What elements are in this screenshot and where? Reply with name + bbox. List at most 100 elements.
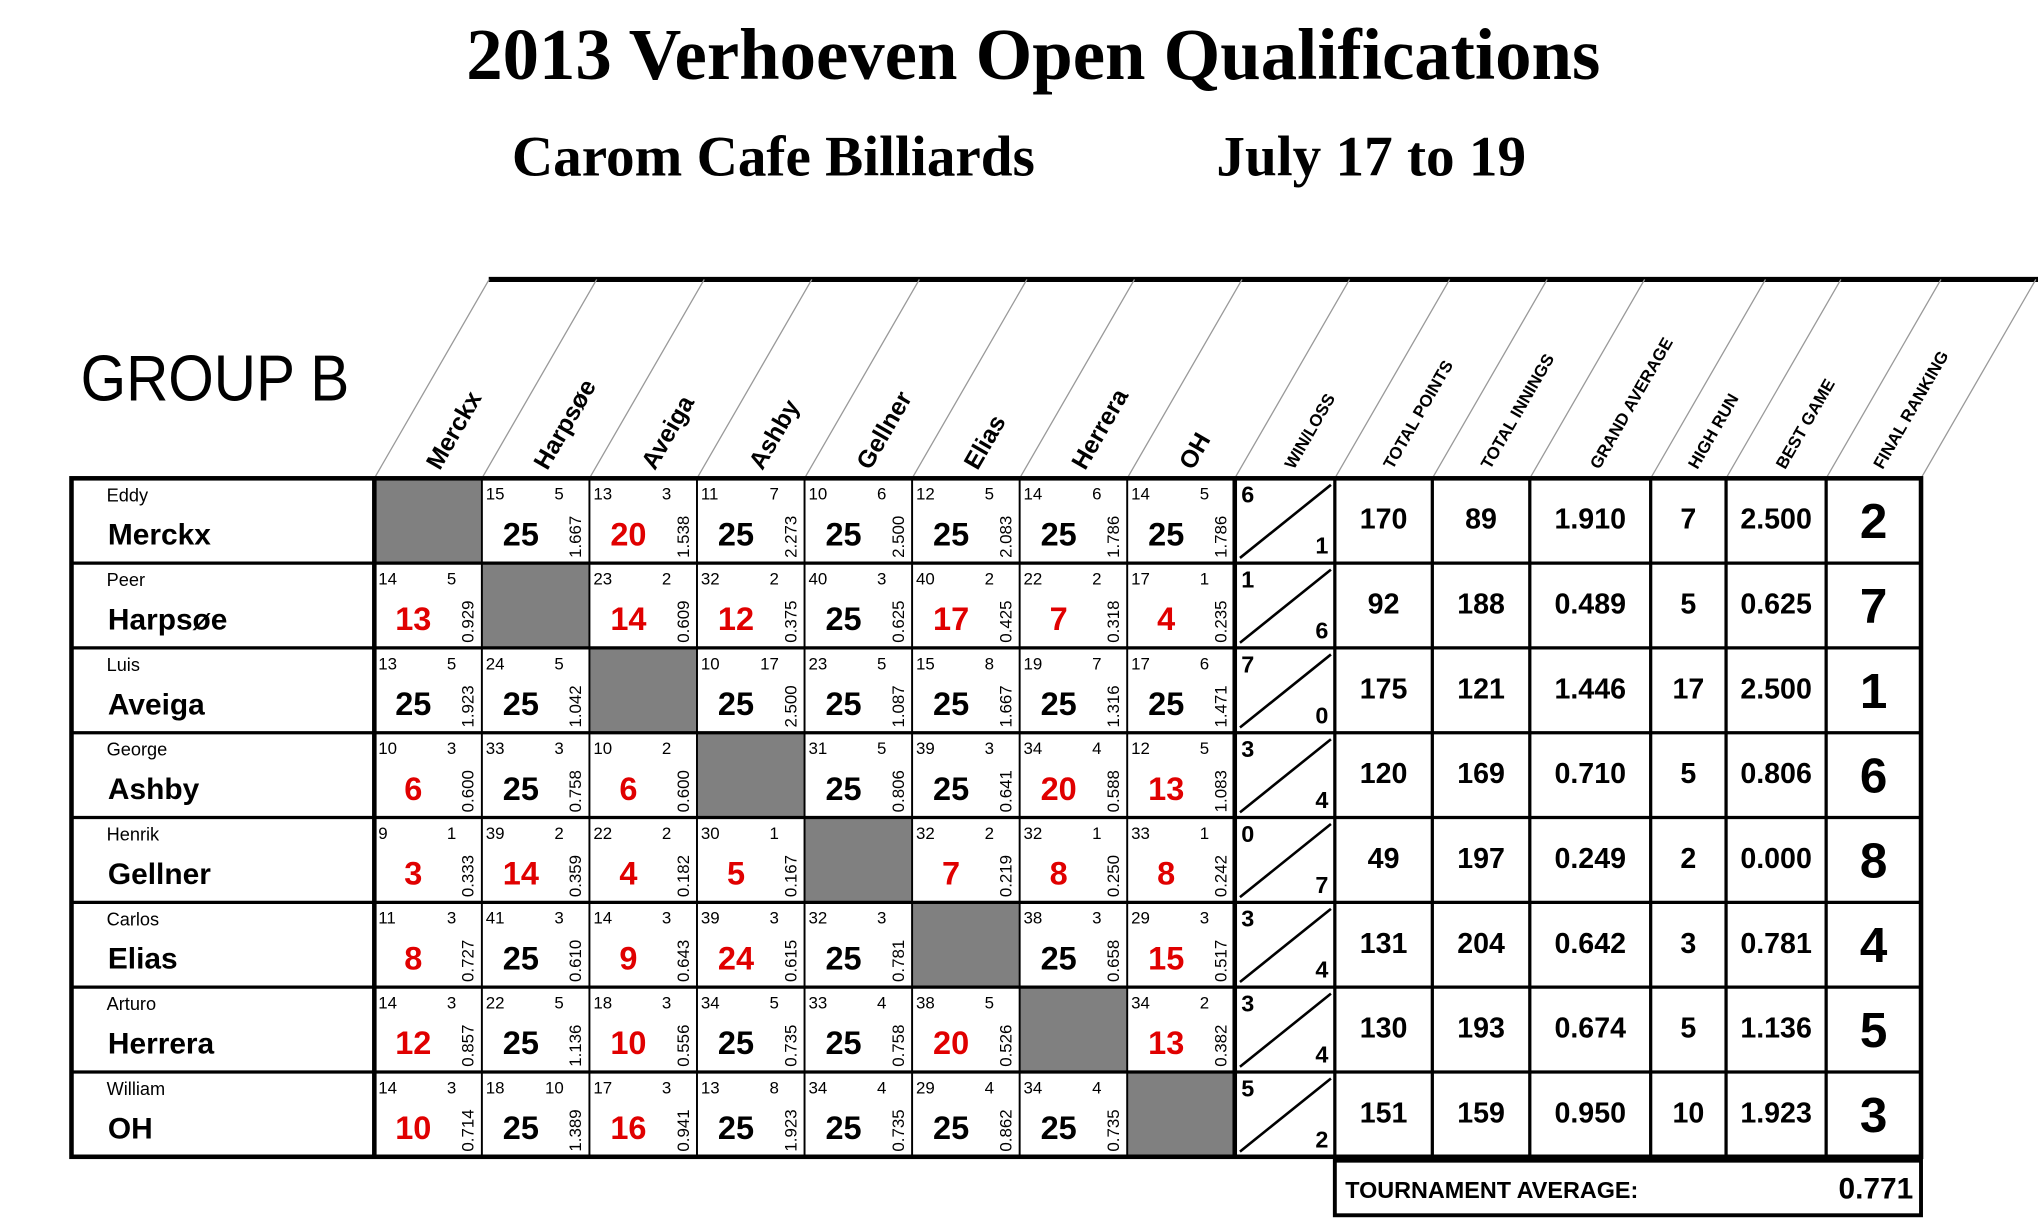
game-average: 0.600 <box>459 770 478 812</box>
tournament-average-label: TOURNAMENT AVERAGE: <box>1345 1177 1638 1203</box>
high-run: 3 <box>662 994 671 1013</box>
player-column-header: OH <box>1174 429 1216 475</box>
game-average: 0.425 <box>996 600 1015 642</box>
innings: 23 <box>808 654 827 673</box>
score: 4 <box>619 856 637 892</box>
game-average: 1.316 <box>1104 685 1123 727</box>
self-cell <box>804 817 913 903</box>
total-points: 120 <box>1360 758 1408 790</box>
final-ranking: 2 <box>1860 494 1887 549</box>
losses: 4 <box>1315 787 1328 813</box>
innings: 17 <box>593 1078 612 1097</box>
score: 25 <box>503 1025 539 1061</box>
losses: 1 <box>1315 533 1328 559</box>
high-run: 3 <box>877 909 886 928</box>
high-run: 3 <box>447 739 456 758</box>
innings: 11 <box>378 909 396 928</box>
innings: 32 <box>916 824 935 843</box>
high-run: 8 <box>769 1078 778 1097</box>
game-average: 0.727 <box>459 940 478 982</box>
game-average: 0.167 <box>781 855 800 897</box>
score: 7 <box>942 856 960 892</box>
innings: 22 <box>593 824 612 843</box>
score: 8 <box>1050 856 1068 892</box>
innings: 14 <box>378 994 397 1013</box>
header-guide <box>1126 279 1243 479</box>
total-innings: 204 <box>1457 928 1505 960</box>
high-run: 17 <box>760 654 779 673</box>
win-loss-divider <box>1239 907 1332 983</box>
wins: 3 <box>1241 906 1254 932</box>
losses: 2 <box>1315 1126 1328 1152</box>
game-average: 0.929 <box>459 600 478 642</box>
high-run: 3 <box>447 909 456 928</box>
tournament-average-value: 0.771 <box>1838 1172 1913 1205</box>
high-run: 3 <box>1680 928 1696 960</box>
score: 20 <box>1041 771 1077 807</box>
high-run: 2 <box>662 569 671 588</box>
score: 10 <box>610 1025 646 1061</box>
innings: 18 <box>486 1078 505 1097</box>
score: 25 <box>1148 686 1184 722</box>
score: 24 <box>718 940 754 976</box>
self-cell <box>1019 987 1128 1072</box>
score: 25 <box>1041 516 1077 552</box>
high-run: 2 <box>554 824 563 843</box>
score: 10 <box>395 1110 431 1146</box>
grand-average: 0.489 <box>1554 589 1626 621</box>
game-average: 0.517 <box>1212 940 1231 982</box>
game-average: 0.735 <box>1104 1109 1123 1151</box>
high-run: 10 <box>545 1078 564 1097</box>
high-run: 4 <box>985 1078 994 1097</box>
total-points: 131 <box>1360 928 1408 960</box>
header-guide <box>1825 279 1942 479</box>
high-run: 3 <box>554 739 563 758</box>
game-average: 0.806 <box>889 770 908 812</box>
score: 9 <box>619 940 637 976</box>
header-guide <box>481 279 598 479</box>
score: 25 <box>395 686 431 722</box>
game-average: 1.087 <box>889 685 908 727</box>
final-ranking: 3 <box>1860 1088 1887 1143</box>
win-loss-divider <box>1239 483 1332 559</box>
innings: 11 <box>701 485 719 504</box>
innings: 29 <box>1131 909 1150 928</box>
final-ranking: 8 <box>1860 833 1887 888</box>
high-run: 6 <box>1092 485 1101 504</box>
high-run: 4 <box>1092 1078 1101 1097</box>
header-guide <box>588 279 705 479</box>
game-average: 0.526 <box>996 1025 1015 1067</box>
last-name: Aveiga <box>108 688 205 721</box>
best-game: 0.000 <box>1740 843 1812 875</box>
score: 8 <box>404 940 422 976</box>
player-column-header: Gellner <box>852 387 918 475</box>
score: 13 <box>395 601 431 637</box>
total-points: 170 <box>1360 504 1408 536</box>
best-game: 2.500 <box>1740 673 1812 705</box>
high-run: 5 <box>447 654 456 673</box>
score: 17 <box>933 601 969 637</box>
game-average: 0.219 <box>996 855 1015 897</box>
score: 25 <box>503 686 539 722</box>
high-run: 10 <box>1672 1097 1704 1129</box>
game-average: 0.609 <box>674 600 693 642</box>
high-run: 5 <box>554 654 563 673</box>
score: 15 <box>1148 940 1184 976</box>
score: 16 <box>610 1110 646 1146</box>
high-run: 17 <box>1672 673 1704 705</box>
final-ranking: 4 <box>1860 918 1888 973</box>
losses: 6 <box>1315 618 1328 644</box>
header-guide <box>1529 279 1646 479</box>
game-average: 0.735 <box>889 1109 908 1151</box>
innings: 22 <box>486 994 505 1013</box>
score: 25 <box>825 516 861 552</box>
innings: 34 <box>808 1078 827 1097</box>
innings: 33 <box>1131 824 1150 843</box>
total-points: 130 <box>1360 1013 1408 1045</box>
score: 13 <box>1148 1025 1184 1061</box>
game-average: 0.359 <box>566 855 585 897</box>
total-points: 175 <box>1360 673 1408 705</box>
header-guide <box>1920 279 2037 479</box>
innings: 39 <box>916 739 935 758</box>
